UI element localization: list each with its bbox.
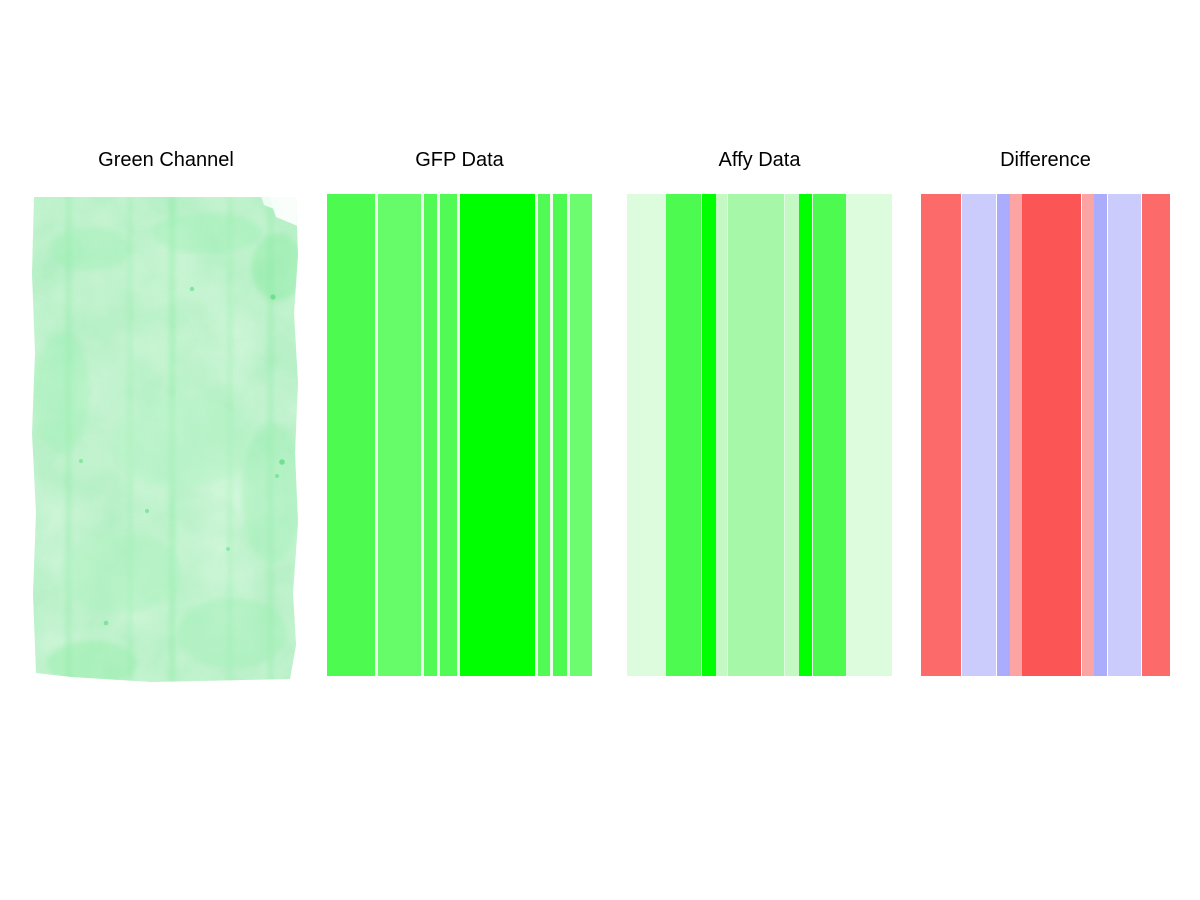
heatmap-stripe	[997, 194, 1010, 676]
heatmap-stripe	[799, 194, 812, 676]
panel-title-gfp-data: GFP Data	[415, 149, 504, 171]
heatmap-stripe	[785, 194, 799, 676]
heatmap-stripe	[570, 194, 592, 676]
panel-title-green-channel: Green Channel	[98, 149, 234, 171]
heatmap-stripe	[716, 194, 727, 676]
heatmap-stripe	[538, 194, 550, 676]
heatmap-stripe	[424, 194, 437, 676]
panel-affy-data: Affy Data	[627, 150, 892, 690]
green-channel-scan-svg	[32, 197, 298, 682]
panel-title-difference: Difference	[1000, 149, 1091, 171]
heatmap-stripe	[728, 194, 784, 676]
heatmap-stripe	[1108, 194, 1141, 676]
heatmap-stripe	[962, 194, 996, 676]
affy-data-heatmap	[627, 194, 892, 676]
heatmap-stripe	[1022, 194, 1081, 676]
heatmap-stripe	[847, 194, 892, 676]
panel-gfp-data: GFP Data	[327, 150, 592, 690]
heatmap-stripe	[702, 194, 716, 676]
panel-title-affy-data: Affy Data	[718, 149, 801, 171]
heatmap-stripe	[921, 194, 961, 676]
heatmap-stripe	[553, 194, 567, 676]
heatmap-stripe	[460, 194, 535, 676]
heatmap-stripe	[327, 194, 375, 676]
green-channel-image	[32, 193, 300, 683]
heatmap-stripe	[1010, 194, 1022, 676]
heatmap-stripe	[813, 194, 846, 676]
heatmap-stripe	[1142, 194, 1170, 676]
heatmap-stripe	[440, 194, 457, 676]
difference-heatmap	[921, 194, 1170, 676]
heatmap-stripe	[378, 194, 421, 676]
heatmap-stripe	[1082, 194, 1094, 676]
heatmap-stripe	[666, 194, 701, 676]
panel-difference: Difference	[921, 150, 1170, 690]
heatmap-stripe	[1094, 194, 1107, 676]
heatmap-stripe	[627, 194, 666, 676]
panel-green-channel: Green Channel	[32, 150, 300, 690]
gfp-data-heatmap	[327, 194, 592, 676]
